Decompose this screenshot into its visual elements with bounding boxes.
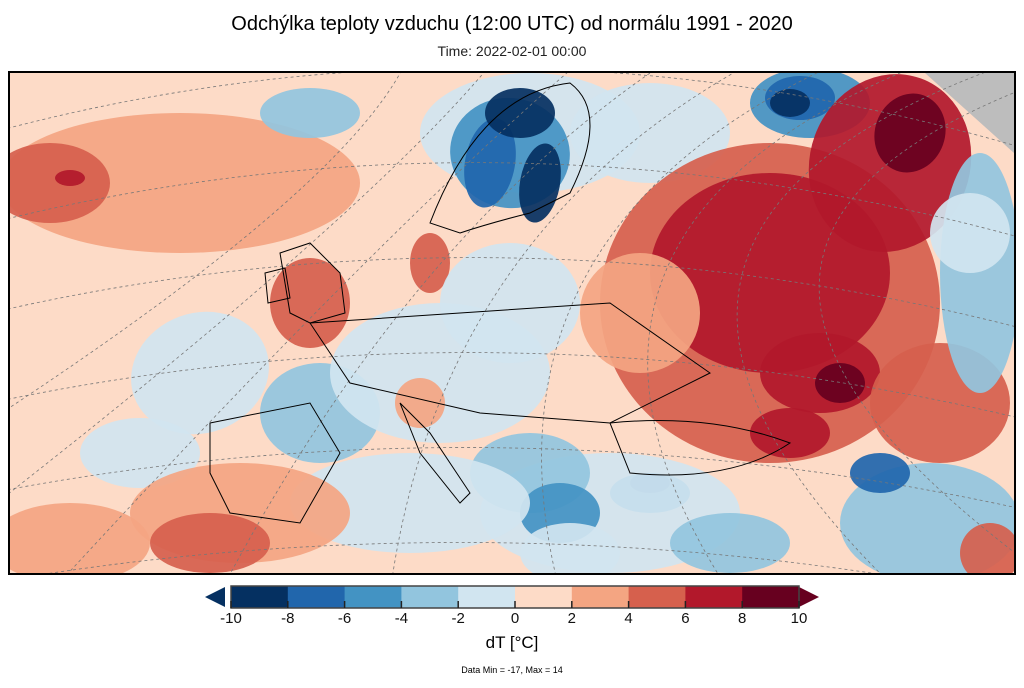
colorbar-segment bbox=[287, 586, 346, 608]
colorbar-segment bbox=[344, 586, 402, 608]
anomaly-region bbox=[150, 513, 270, 573]
colorbar bbox=[205, 585, 819, 609]
colorbar-over-arrow bbox=[799, 587, 819, 607]
map-time: Time: 2022-02-01 00:00 bbox=[437, 43, 587, 59]
colorbar-label: dT [°C] bbox=[485, 633, 539, 652]
anomaly-region bbox=[410, 233, 450, 293]
colorbar-segment bbox=[742, 586, 800, 608]
colorbar-segment bbox=[571, 586, 630, 608]
colorbar-segment bbox=[628, 586, 686, 608]
anomaly-region bbox=[874, 93, 946, 173]
colorbar-segment bbox=[231, 586, 289, 608]
anomaly-region bbox=[10, 503, 150, 573]
anomaly-region bbox=[270, 258, 350, 348]
anomaly-region bbox=[440, 243, 580, 363]
anomaly-region bbox=[485, 88, 555, 138]
anomaly-region bbox=[290, 453, 530, 553]
graticule bbox=[10, 73, 1014, 573]
colorbar-tick-label: -2 bbox=[451, 610, 465, 627]
anomaly-region bbox=[815, 363, 865, 403]
colorbar-segment bbox=[401, 586, 459, 608]
anomaly-region bbox=[960, 523, 1014, 573]
anomaly-region bbox=[750, 408, 830, 458]
anomaly-region bbox=[10, 113, 360, 253]
anomaly-region bbox=[670, 513, 790, 573]
anomaly-region bbox=[850, 453, 910, 493]
colorbar-segment bbox=[515, 586, 573, 608]
anomaly-region bbox=[131, 311, 269, 435]
colorbar-tick-label: 6 bbox=[681, 610, 690, 627]
anomaly-region bbox=[570, 83, 730, 183]
colorbar-tick-label: -4 bbox=[394, 610, 409, 627]
colorbar-segment bbox=[685, 586, 743, 608]
map-title: Odchýlka teploty vzduchu (12:00 UTC) od … bbox=[231, 13, 793, 35]
anomaly-region bbox=[580, 253, 700, 373]
anomaly-region bbox=[930, 193, 1010, 273]
colorbar-segment bbox=[458, 586, 516, 608]
colorbar-tick-label: 2 bbox=[567, 610, 576, 627]
anomaly-region bbox=[520, 523, 620, 573]
colorbar-under-arrow bbox=[205, 587, 225, 607]
temperature-anomaly-map bbox=[8, 71, 1016, 575]
colorbar-tick-label: 8 bbox=[738, 610, 747, 627]
anomaly-region bbox=[770, 89, 810, 117]
anomaly-region bbox=[395, 378, 445, 428]
colorbar-tick-label: 4 bbox=[624, 610, 633, 627]
coastlines bbox=[209, 82, 792, 524]
no-data-area bbox=[925, 73, 1014, 153]
anomaly-region bbox=[55, 170, 85, 186]
colorbar-tick-label: -10 bbox=[220, 610, 242, 627]
anomaly-region bbox=[260, 88, 360, 138]
colorbar-tick-label: -8 bbox=[281, 610, 295, 627]
colorbar-tick-label: 10 bbox=[790, 610, 808, 627]
data-min-max: Data Min = -17, Max = 14 bbox=[461, 665, 563, 675]
colorbar-tick-label: -6 bbox=[337, 610, 352, 627]
anomaly-region bbox=[80, 418, 200, 488]
colorbar-tick-label: 0 bbox=[510, 610, 520, 627]
